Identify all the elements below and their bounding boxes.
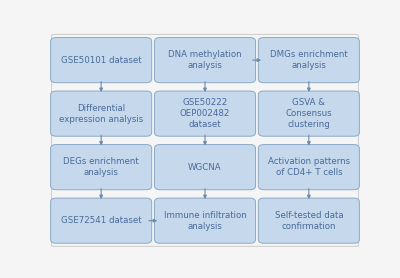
Text: DNA methylation
analysis: DNA methylation analysis xyxy=(168,50,242,70)
FancyBboxPatch shape xyxy=(51,145,152,190)
Text: Self-tested data
confirmation: Self-tested data confirmation xyxy=(274,211,343,231)
FancyBboxPatch shape xyxy=(154,145,256,190)
FancyBboxPatch shape xyxy=(258,198,359,243)
Text: GSE50222
OEP002482
dataset: GSE50222 OEP002482 dataset xyxy=(180,98,230,129)
FancyBboxPatch shape xyxy=(51,91,152,136)
Text: GSE50101 dataset: GSE50101 dataset xyxy=(61,56,142,64)
FancyBboxPatch shape xyxy=(154,38,256,83)
Text: DEGs enrichment
analysis: DEGs enrichment analysis xyxy=(63,157,139,177)
FancyBboxPatch shape xyxy=(258,38,359,83)
Text: GSVA &
Consensus
clustering: GSVA & Consensus clustering xyxy=(286,98,332,129)
Text: Activation patterns
of CD4+ T cells: Activation patterns of CD4+ T cells xyxy=(268,157,350,177)
Text: GSE72541 dataset: GSE72541 dataset xyxy=(61,216,142,225)
Text: WGCNA: WGCNA xyxy=(188,163,222,172)
Text: Immune infiltration
analysis: Immune infiltration analysis xyxy=(164,211,246,231)
FancyBboxPatch shape xyxy=(154,198,256,243)
FancyBboxPatch shape xyxy=(51,198,152,243)
FancyBboxPatch shape xyxy=(258,91,359,136)
FancyBboxPatch shape xyxy=(154,91,256,136)
FancyBboxPatch shape xyxy=(258,145,359,190)
Text: DMGs enrichment
analysis: DMGs enrichment analysis xyxy=(270,50,348,70)
FancyBboxPatch shape xyxy=(51,38,152,83)
Text: Differential
expression analysis: Differential expression analysis xyxy=(59,104,143,124)
